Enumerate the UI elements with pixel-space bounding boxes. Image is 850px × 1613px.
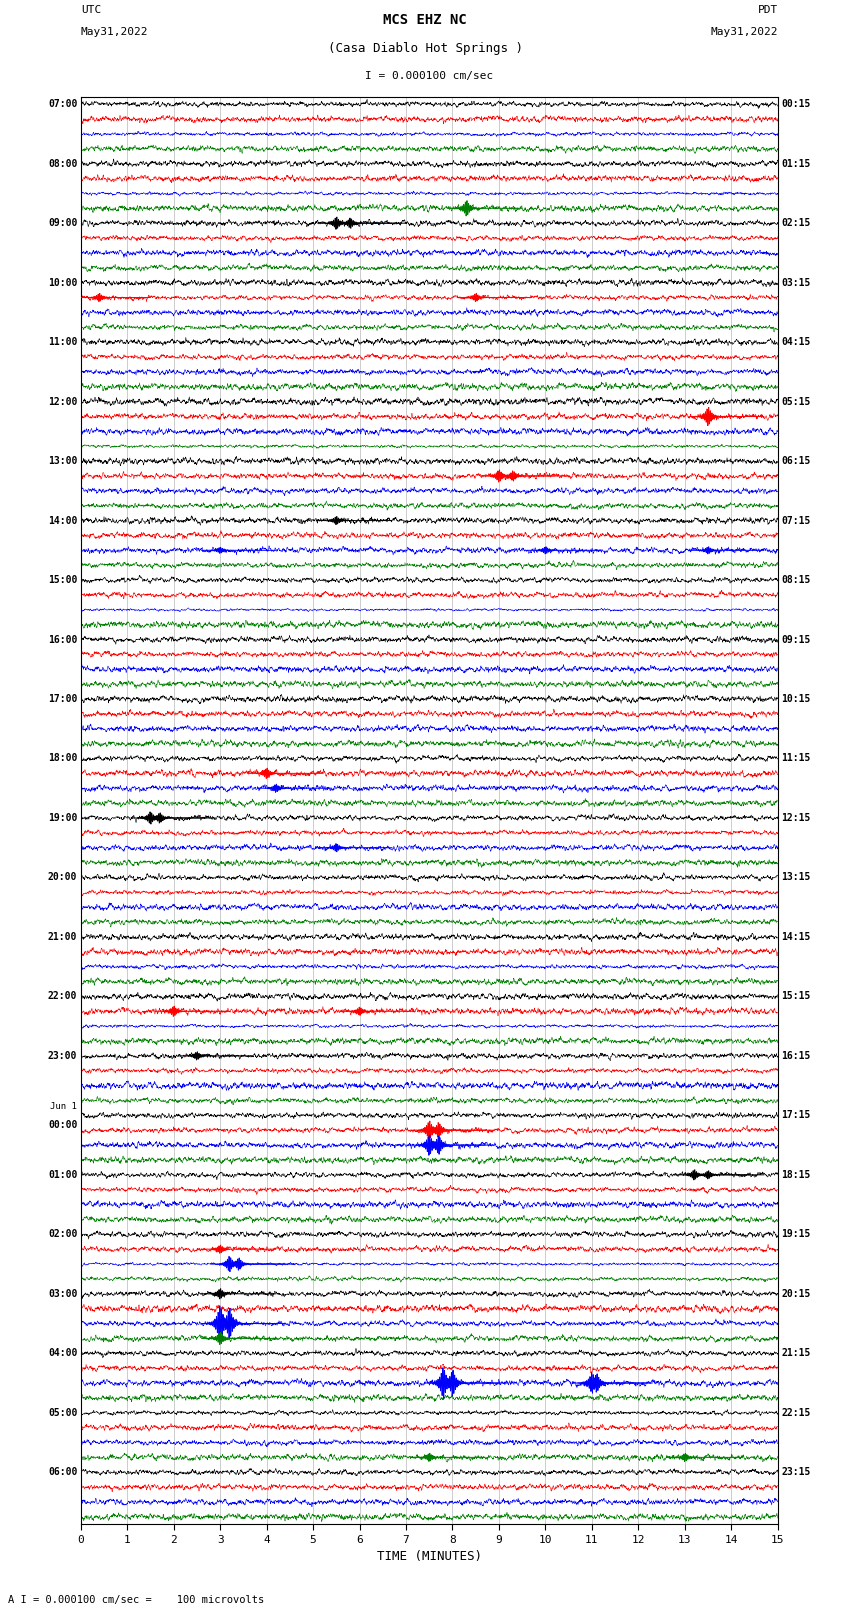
Text: 05:15: 05:15	[781, 397, 811, 406]
Text: 01:15: 01:15	[781, 158, 811, 169]
Text: May31,2022: May31,2022	[711, 27, 778, 37]
Text: 14:00: 14:00	[48, 516, 77, 526]
Text: 13:15: 13:15	[781, 873, 811, 882]
Text: 00:15: 00:15	[781, 100, 811, 110]
Text: 15:00: 15:00	[48, 576, 77, 586]
Text: 07:15: 07:15	[781, 516, 811, 526]
Text: 05:00: 05:00	[48, 1408, 77, 1418]
Text: 02:00: 02:00	[48, 1229, 77, 1239]
Text: 08:15: 08:15	[781, 576, 811, 586]
Text: 18:15: 18:15	[781, 1169, 811, 1179]
Text: 06:00: 06:00	[48, 1468, 77, 1478]
Text: 20:15: 20:15	[781, 1289, 811, 1298]
Text: 09:15: 09:15	[781, 634, 811, 645]
Text: 08:00: 08:00	[48, 158, 77, 169]
Text: 21:00: 21:00	[48, 932, 77, 942]
Text: UTC: UTC	[81, 5, 101, 15]
Text: 20:00: 20:00	[48, 873, 77, 882]
Text: Jun 1: Jun 1	[50, 1102, 77, 1110]
Text: 23:15: 23:15	[781, 1468, 811, 1478]
Text: I = 0.000100 cm/sec: I = 0.000100 cm/sec	[366, 71, 493, 81]
Text: 12:00: 12:00	[48, 397, 77, 406]
Text: 07:00: 07:00	[48, 100, 77, 110]
Text: 04:15: 04:15	[781, 337, 811, 347]
Text: 16:15: 16:15	[781, 1052, 811, 1061]
Text: 09:00: 09:00	[48, 218, 77, 227]
Text: 10:15: 10:15	[781, 694, 811, 703]
Text: 23:00: 23:00	[48, 1052, 77, 1061]
Text: 02:15: 02:15	[781, 218, 811, 227]
Text: 13:00: 13:00	[48, 456, 77, 466]
Text: 21:15: 21:15	[781, 1348, 811, 1358]
Text: 14:15: 14:15	[781, 932, 811, 942]
Text: 11:00: 11:00	[48, 337, 77, 347]
Text: 03:15: 03:15	[781, 277, 811, 287]
Text: 03:00: 03:00	[48, 1289, 77, 1298]
Text: MCS EHZ NC: MCS EHZ NC	[383, 13, 467, 27]
Text: 01:00: 01:00	[48, 1169, 77, 1179]
Text: 18:00: 18:00	[48, 753, 77, 763]
Text: (Casa Diablo Hot Springs ): (Casa Diablo Hot Springs )	[327, 42, 523, 55]
Text: 22:00: 22:00	[48, 992, 77, 1002]
Text: 10:00: 10:00	[48, 277, 77, 287]
Text: 17:00: 17:00	[48, 694, 77, 703]
Text: 11:15: 11:15	[781, 753, 811, 763]
Text: 04:00: 04:00	[48, 1348, 77, 1358]
Text: 22:15: 22:15	[781, 1408, 811, 1418]
Text: 15:15: 15:15	[781, 992, 811, 1002]
Text: 19:15: 19:15	[781, 1229, 811, 1239]
Text: A I = 0.000100 cm/sec =    100 microvolts: A I = 0.000100 cm/sec = 100 microvolts	[8, 1595, 264, 1605]
X-axis label: TIME (MINUTES): TIME (MINUTES)	[377, 1550, 482, 1563]
Text: PDT: PDT	[757, 5, 778, 15]
Text: 06:15: 06:15	[781, 456, 811, 466]
Text: 00:00: 00:00	[48, 1119, 77, 1131]
Text: 19:00: 19:00	[48, 813, 77, 823]
Text: 12:15: 12:15	[781, 813, 811, 823]
Text: 17:15: 17:15	[781, 1110, 811, 1121]
Text: 16:00: 16:00	[48, 634, 77, 645]
Text: May31,2022: May31,2022	[81, 27, 148, 37]
